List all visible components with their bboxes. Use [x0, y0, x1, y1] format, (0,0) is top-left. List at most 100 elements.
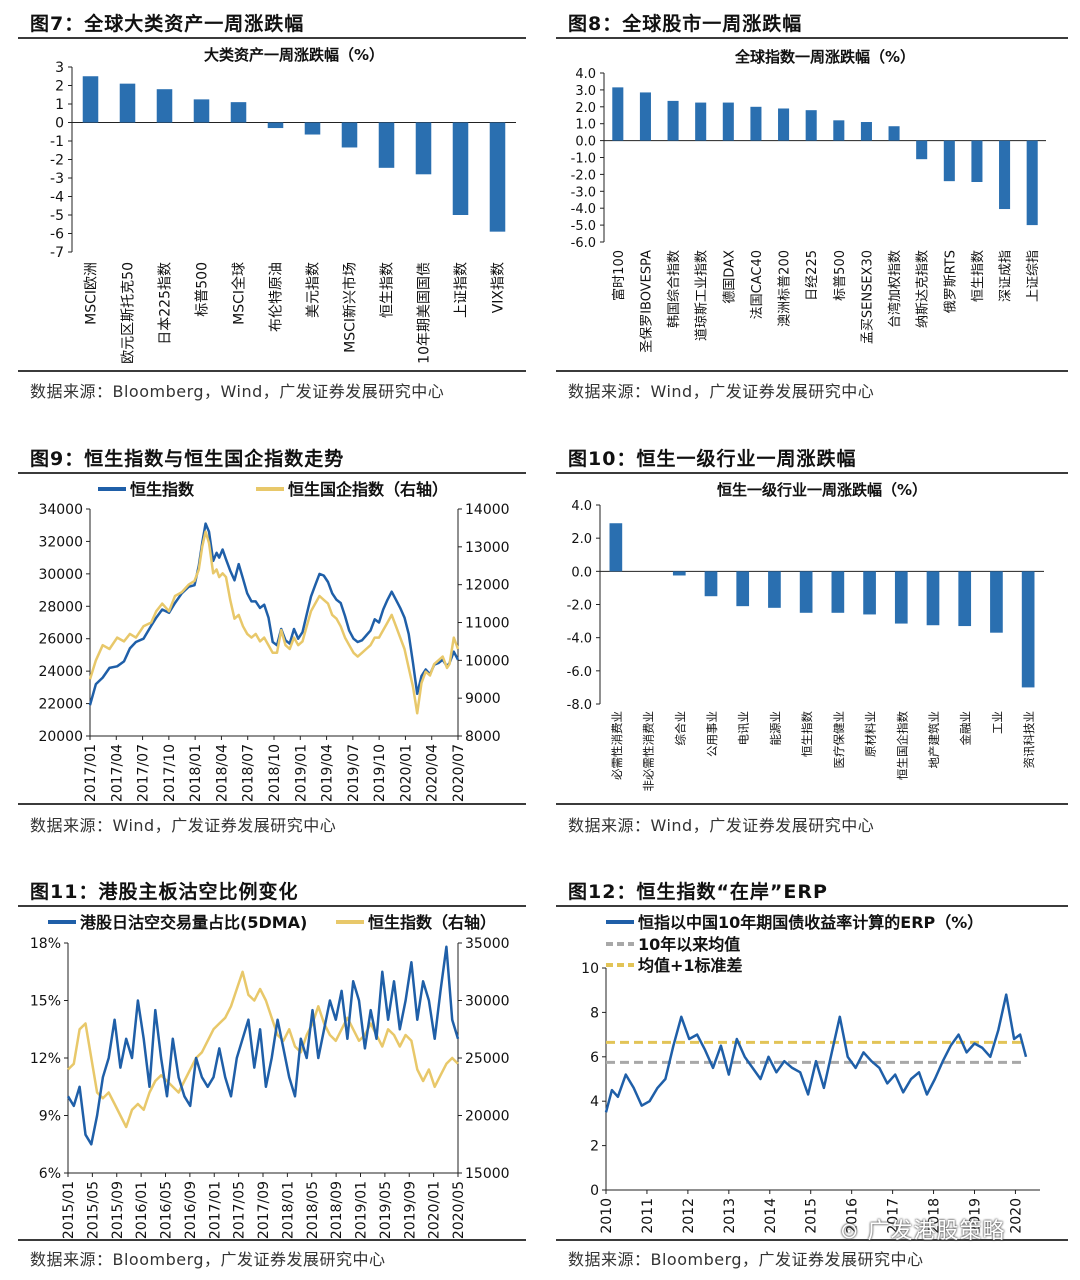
bar	[971, 140, 983, 183]
y-tick-label-left: 9%	[39, 1109, 61, 1125]
category-label: 圣保罗IBOVESPA	[639, 250, 654, 353]
category-label: 韩国综合指数	[667, 250, 682, 328]
bar	[888, 126, 900, 141]
figure-12-bottom-rule	[556, 1239, 1068, 1241]
category-label: 恒生指数	[800, 711, 814, 757]
y-tick-label-right: 14000	[465, 502, 510, 518]
category-label: MSCI欧洲	[84, 262, 100, 325]
category-label: 台湾加权指数	[887, 250, 903, 328]
bar	[958, 571, 972, 627]
y-tick-label: 2	[55, 79, 64, 95]
y-tick-label-left: 26000	[38, 632, 83, 648]
x-tick-label: 2015/01	[61, 1181, 77, 1239]
chart-title: 恒生一级行业一周涨跌幅（%）	[717, 481, 927, 499]
x-tick-label: 2015/05	[85, 1181, 101, 1239]
category-label: 恒生国企指数	[895, 711, 909, 780]
x-tick-label: 2020/01	[427, 1181, 443, 1239]
bar	[667, 100, 679, 141]
x-tick-label: 2017/09	[256, 1181, 272, 1239]
figure-8-chart: 全球指数一周涨跌幅（%） 4.0 3.0 2.0 1.0 0.0 -1.0-2.0 -3.0 -…	[571, 48, 1046, 353]
y-tick-label: -8.0	[567, 698, 592, 713]
x-tick-label: 2017/01	[207, 1181, 223, 1239]
y-tick-label-left: 28000	[38, 599, 83, 615]
y-tick-label: -3.0	[571, 185, 596, 200]
x-tick-label: 2017/04	[109, 744, 125, 802]
x-tick-label: 2011	[640, 1198, 656, 1234]
x-tick-label: 2019/05	[378, 1181, 394, 1239]
y-tick-label-right: 20000	[465, 1109, 510, 1125]
bar	[722, 102, 734, 141]
bar	[704, 571, 718, 597]
legend-hscei-label: 恒生国企指数（右轴）	[288, 480, 448, 499]
category-label: 纳斯达克指数	[916, 250, 931, 328]
x-tick-label: 2020	[1008, 1198, 1024, 1234]
y-tick-label: -6	[50, 227, 64, 243]
y-tick-label: -4.0	[571, 202, 596, 217]
category-label: 日经225	[805, 250, 820, 301]
y-tick-label-left: 34000	[38, 502, 83, 518]
category-label: 能源业	[768, 711, 782, 746]
figure-9-chart: 34000 32000 30000 28000 26000 24000 22000 20000…	[38, 480, 510, 802]
y-tick-label: -7	[50, 245, 64, 261]
category-label: 孟买SENSEX30	[860, 250, 875, 344]
bar	[156, 89, 173, 123]
figure-11-source: 数据来源：Bloomberg，广发证券发展研究中心	[30, 1250, 386, 1269]
category-label: 日本225指数	[158, 262, 174, 345]
x-tick-label: 2016	[845, 1198, 861, 1234]
series-erp	[604, 993, 1028, 1113]
x-tick-label: 2020/05	[451, 1181, 467, 1239]
y-tick-label: -5	[50, 208, 64, 224]
wechat-icon: ⊙	[840, 1219, 860, 1244]
figure-11-chart: 18%15%12%9%6%350003000025000200001500020…	[30, 913, 510, 1239]
y-tick-label-right: 30000	[465, 994, 510, 1010]
x-tick-label: 2019/07	[346, 744, 362, 802]
y-tick-label: 1	[55, 97, 64, 113]
legend-mean-sd-label: 均值+1标准差	[638, 956, 743, 975]
figure-9-title: 图9：恒生指数与恒生国企指数走势	[30, 448, 345, 470]
chart-title: 大类资产一周涨跌幅（%）	[204, 46, 384, 64]
x-tick-label: 2016/01	[134, 1181, 150, 1239]
figure-9-bottom-rule	[18, 803, 526, 805]
x-tick-label: 2017/01	[83, 744, 99, 802]
x-tick-label: 2012	[681, 1198, 697, 1234]
bar	[304, 122, 321, 135]
figure-8-title: 图8：全球股市一周涨跌幅	[568, 13, 803, 35]
figure-7-top-rule	[18, 37, 526, 39]
y-tick-label-left: 2	[590, 1139, 599, 1155]
x-tick-label: 2018	[927, 1198, 943, 1234]
y-tick-label-left: 15%	[30, 994, 61, 1010]
bar	[833, 120, 845, 141]
y-tick-label: -2.0	[571, 168, 596, 183]
x-tick-label: 2017	[886, 1198, 902, 1234]
category-label: VIX指数	[491, 262, 507, 313]
y-tick-label-right: 9000	[465, 691, 501, 707]
y-tick-label: -2.0	[567, 599, 592, 614]
figure-10-chart: 恒生一级行业一周涨跌幅（%） 4.0 2.0 0.0 -2.0 -4.0 -6.0 -8.0 必…	[567, 481, 1044, 792]
x-tick-label: 2018/09	[329, 1181, 345, 1239]
category-label: 德国DAX	[722, 250, 737, 304]
x-tick-label: 2010	[599, 1198, 615, 1234]
x-tick-label: 2013	[722, 1198, 738, 1234]
category-label: 非必需性消费业	[642, 711, 656, 792]
category-label: 标普500	[195, 262, 211, 317]
legend-short-ratio-label: 港股日沽空交易量占比(5DMA)	[80, 913, 307, 932]
category-label: 澳洲标普200	[777, 250, 793, 327]
x-tick-label: 2018/01	[188, 744, 204, 802]
bar	[82, 76, 99, 123]
category-label: 原材料业	[864, 711, 878, 757]
x-tick-label: 2020/07	[451, 744, 467, 802]
figure-7: 图7：全球大类资产一周涨跌幅 大类资产一周涨跌幅（%） 3 2 1 0 -1 -2 -3 -4 -…	[18, 0, 526, 420]
bar	[609, 523, 623, 572]
y-tick-label-right: 11000	[465, 616, 510, 632]
bar	[990, 571, 1003, 633]
bar	[1021, 571, 1035, 688]
bar	[894, 571, 908, 624]
y-tick-label-left: 20000	[38, 729, 83, 745]
x-tick-label: 2017/10	[162, 744, 178, 802]
y-tick-label: 0.0	[575, 135, 596, 150]
y-tick-label: 2.0	[575, 101, 596, 116]
figure-11-title: 图11：港股主板沽空比例变化	[30, 881, 299, 903]
figure-12-top-rule	[556, 905, 1068, 907]
x-tick-label: 2018/05	[305, 1181, 321, 1239]
